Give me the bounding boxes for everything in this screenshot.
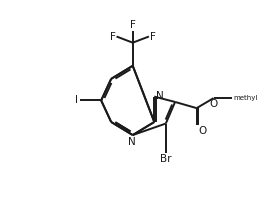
Text: methyl: methyl [234, 95, 258, 101]
Text: N: N [156, 91, 164, 101]
Text: F: F [110, 31, 116, 42]
Text: I: I [75, 95, 78, 105]
Text: Br: Br [160, 154, 172, 163]
Text: O: O [198, 126, 206, 136]
Text: O: O [209, 99, 218, 109]
Text: F: F [150, 31, 156, 42]
Text: N: N [128, 137, 136, 147]
Text: F: F [130, 20, 136, 30]
